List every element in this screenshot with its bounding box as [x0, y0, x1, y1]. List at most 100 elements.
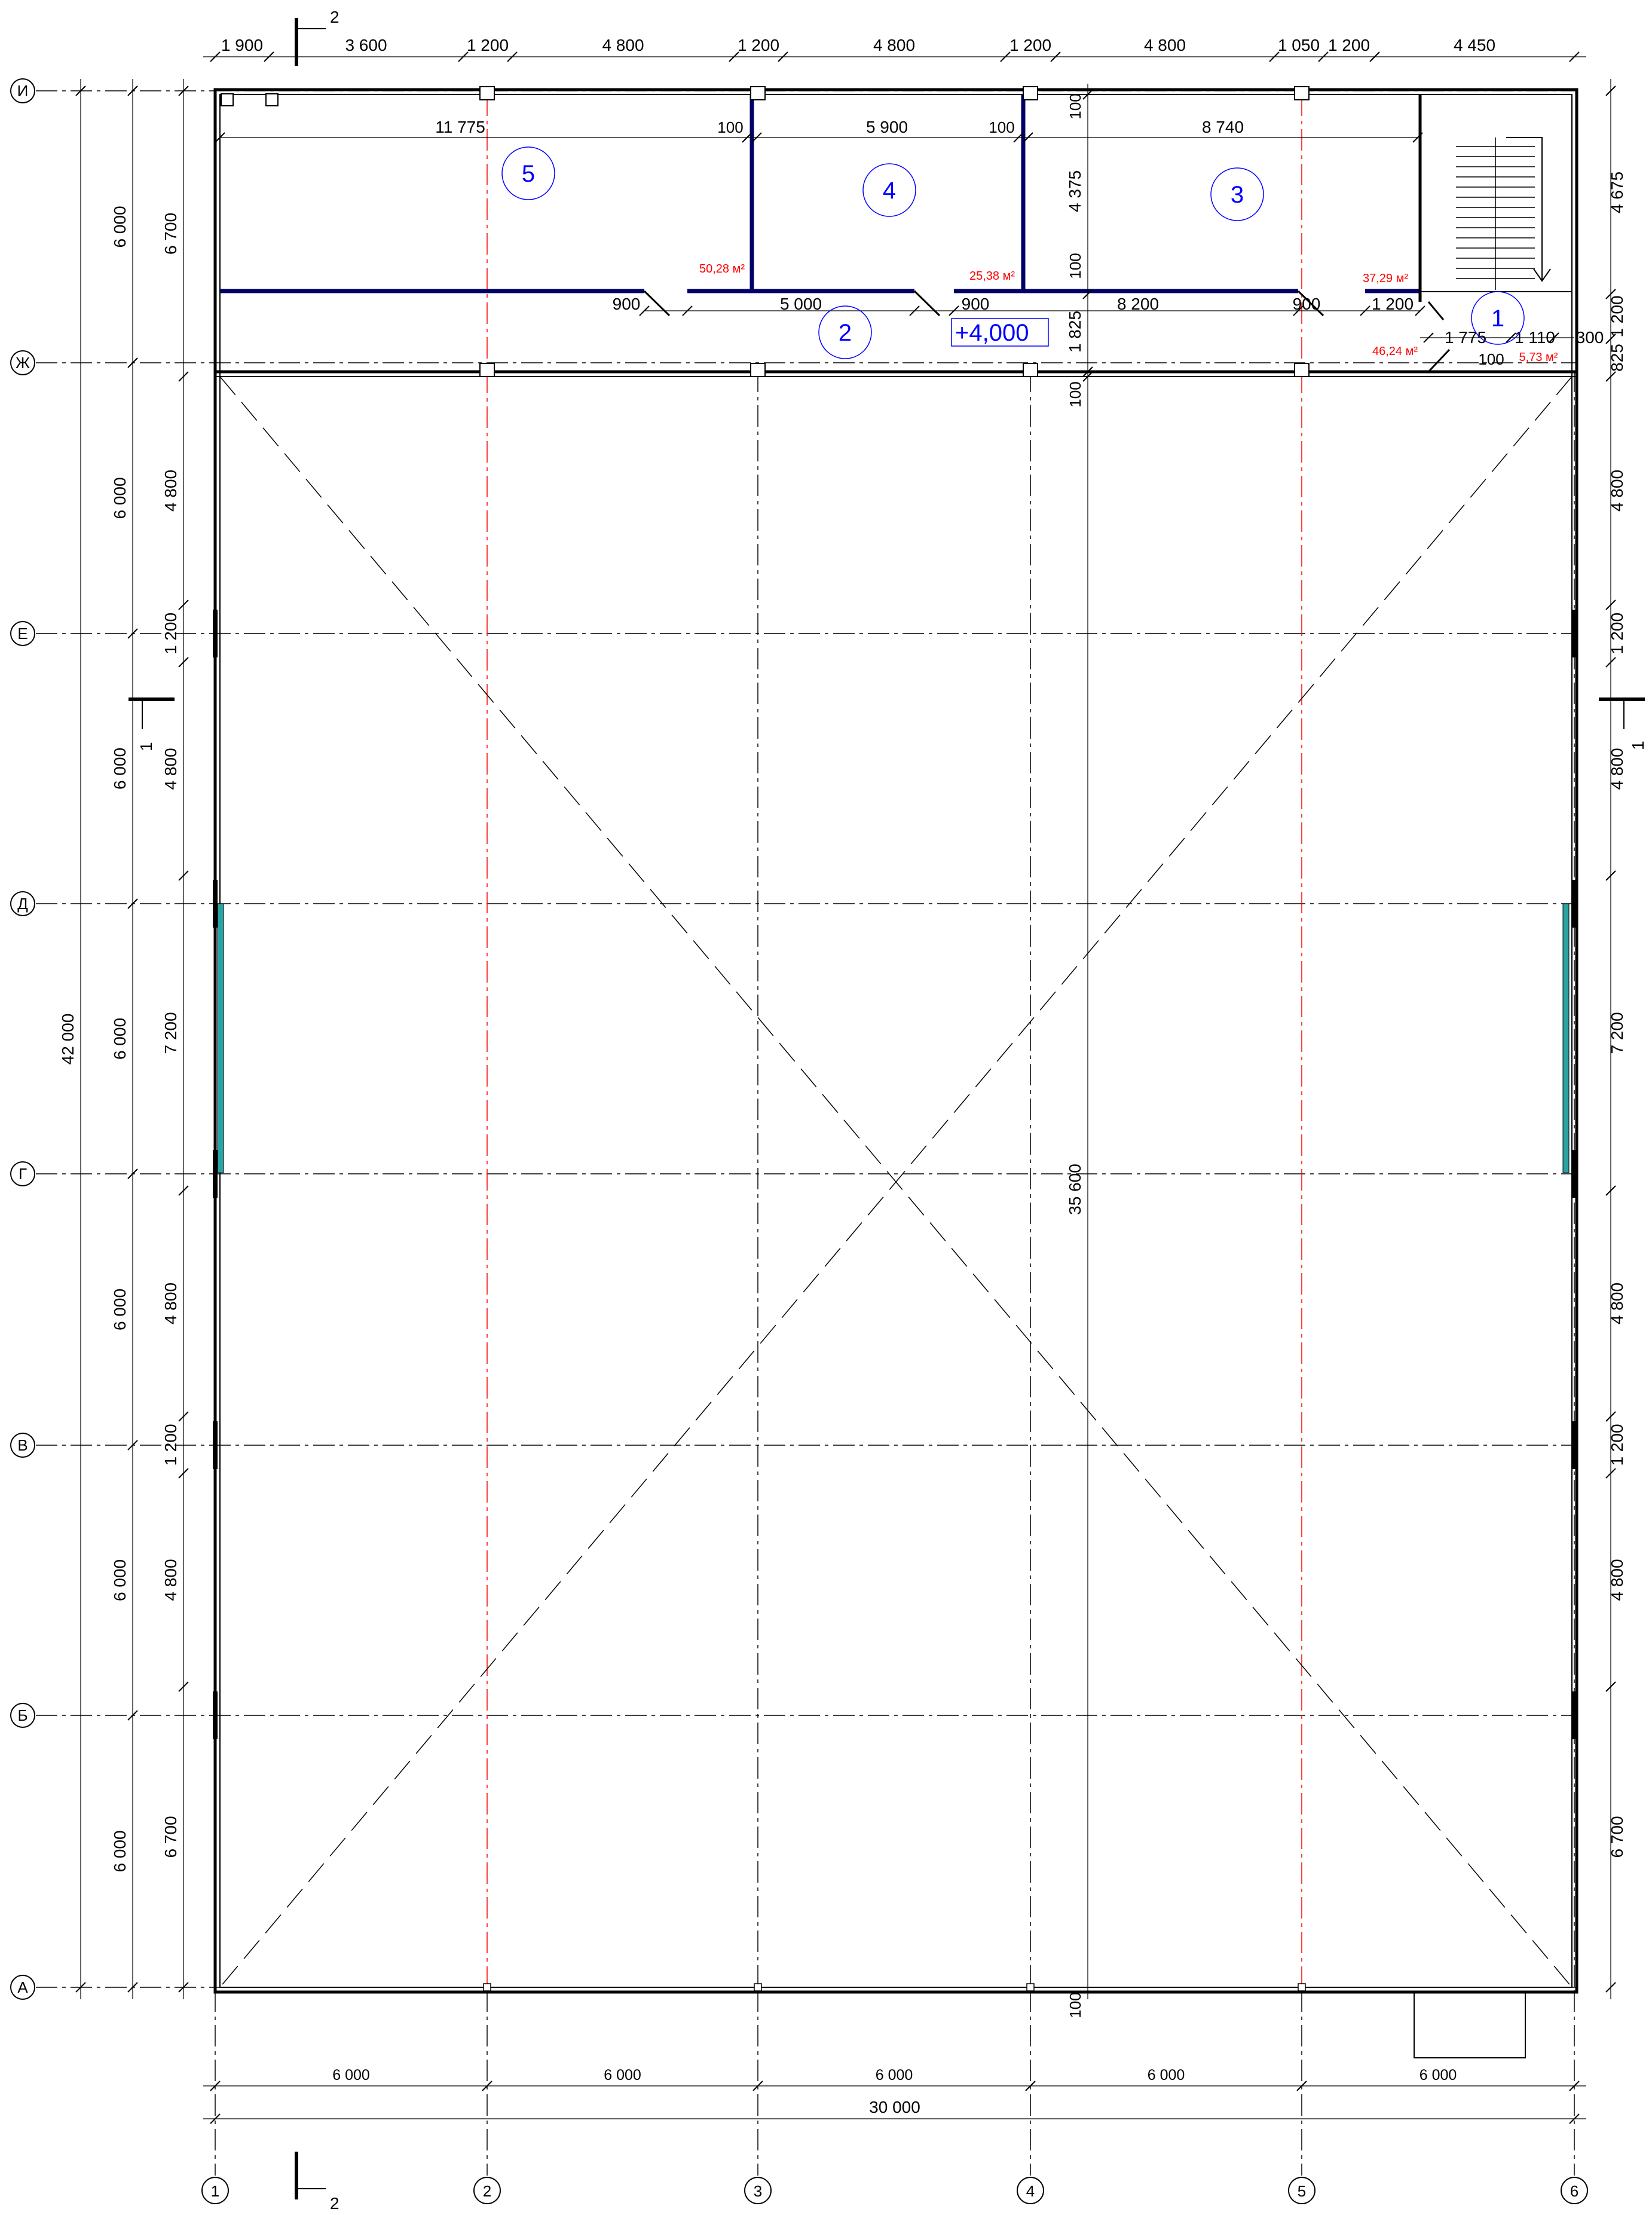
dim-tick: [178, 1185, 189, 1196]
wall-post: [213, 1691, 218, 1739]
row-axis-bubble: [10, 621, 35, 646]
column-axis-label: 3: [754, 2182, 762, 2200]
top-dim-value: 1 200: [1328, 36, 1370, 54]
hall-diagonal: [219, 376, 1573, 1988]
left-inner-dim-value: 4 800: [161, 748, 180, 790]
stair-steps: [1456, 137, 1535, 290]
room-area: 46,24 м²: [1372, 345, 1418, 358]
dim-tick: [1000, 51, 1011, 62]
column: [750, 86, 766, 100]
dim-tick: [1082, 289, 1093, 299]
column: [750, 363, 766, 377]
dim-tick: [1013, 132, 1024, 143]
column: [1026, 1983, 1035, 1991]
door-width: 900: [1293, 295, 1321, 313]
column: [1023, 86, 1038, 100]
left-inner-dim-value: 4 800: [161, 1559, 180, 1601]
door-width: 900: [962, 295, 990, 313]
dim-tick: [1605, 85, 1616, 96]
dim-tick: [178, 599, 189, 610]
room-depth: 4 375: [1066, 170, 1084, 212]
column: [265, 93, 279, 106]
room4-width: 5 900: [866, 118, 908, 136]
right-dim-value: 4 800: [1608, 1283, 1626, 1324]
dim-tick: [752, 2081, 763, 2091]
glazing-right: [1562, 903, 1570, 1173]
dim-tick: [1412, 132, 1423, 143]
dim-tick: [1549, 332, 1559, 343]
dim-tick: [742, 132, 752, 143]
room-number-circle: [862, 163, 916, 217]
dim-tick: [1296, 2081, 1307, 2091]
column: [221, 93, 234, 106]
dim-tick: [1082, 366, 1093, 377]
dim-tick: [127, 1982, 138, 1993]
dim-tick: [1318, 51, 1329, 62]
dim-tick: [1605, 334, 1616, 344]
section-mark-1-left: 1: [129, 697, 175, 751]
dim-tick: [458, 51, 469, 62]
left-inner-dim-value: 4 800: [161, 470, 180, 512]
staircase: [1420, 94, 1573, 292]
dim-tick: [1569, 2081, 1580, 2091]
section-mark-1-right: 1: [1599, 697, 1647, 750]
dim-tick: [1423, 332, 1434, 343]
column-axis-bubble: [1288, 2177, 1316, 2204]
left-outer-dim-value: 6 000: [111, 1559, 129, 1601]
dim-tick: [178, 1468, 189, 1479]
right-dim-value: 7 200: [1608, 1012, 1626, 1054]
row-axis-label: Ж: [16, 354, 30, 372]
row-axis-label: А: [17, 1978, 28, 1996]
column: [754, 1983, 762, 1991]
stair-direction-arrow: [1506, 137, 1543, 281]
room-area: 50,28 м²: [699, 262, 745, 276]
dim-tick: [1605, 289, 1616, 299]
row-axis-bubble: [10, 1433, 35, 1458]
room-area: 25,38 м²: [969, 270, 1015, 283]
dim-tick: [1605, 1681, 1616, 1692]
stair-arrow-head: [1533, 268, 1551, 282]
column-axis-label: 5: [1298, 2182, 1306, 2200]
outer-wall-inner-line: [219, 94, 1573, 1988]
dim-tick: [1050, 51, 1061, 62]
corridor-width: 5 000: [780, 295, 822, 313]
left-outer-dim-value: 6 000: [111, 1830, 129, 1872]
door-width: 1 200: [1372, 295, 1414, 313]
top-dim-value: 4 450: [1454, 36, 1495, 54]
dim-tick: [1369, 51, 1380, 62]
bottom-dim-value: 6 000: [1148, 2067, 1185, 2084]
dim-tick: [127, 1168, 138, 1179]
door-leaf: [1427, 301, 1445, 320]
top-dim-value: 4 800: [873, 36, 915, 54]
section-mark-label: 1: [1629, 741, 1647, 750]
row-axis-label: В: [17, 1436, 27, 1454]
room-number: 2: [839, 320, 852, 346]
dim-tick: [1360, 305, 1370, 316]
wall-post: [1572, 1150, 1577, 1198]
dim-tick: [1605, 1411, 1616, 1422]
column: [479, 363, 495, 377]
hall-length: 35 600: [1066, 1164, 1084, 1215]
dim-tick: [178, 657, 189, 668]
left-inner-dim-value: 1 200: [161, 1424, 180, 1466]
row-axis-bubble: [10, 1703, 35, 1728]
wall-post: [1572, 610, 1577, 657]
wall-post: [1572, 1691, 1577, 1739]
dim-tick: [1569, 2113, 1580, 2124]
left-inner-dim-value: 6 700: [161, 213, 180, 255]
corridor-width: 8 200: [1117, 295, 1159, 313]
dim-tick: [127, 357, 138, 368]
elevation-mark-frame: [951, 318, 1049, 347]
left-inner-dim-value: 4 800: [161, 1283, 180, 1324]
glazing-left: [217, 903, 224, 1173]
room-number: 5: [522, 161, 535, 187]
section-mark-label: 2: [330, 2194, 339, 2213]
outer-wall: [213, 88, 1578, 1994]
dim-tick: [75, 1982, 86, 1993]
column: [1294, 86, 1310, 100]
room-number-circle: [818, 305, 872, 359]
room5-width: 11 775: [435, 118, 485, 136]
wall-post: [213, 1421, 218, 1469]
left-inner-dim-value: 7 200: [161, 1012, 180, 1054]
bottom-dim-value: 6 000: [876, 2067, 913, 2084]
